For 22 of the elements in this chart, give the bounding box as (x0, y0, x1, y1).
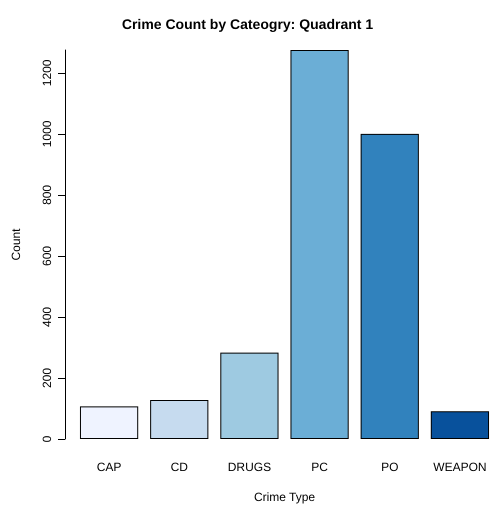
y-tick-label: 1200 (40, 59, 54, 86)
y-axis-title: Count (9, 228, 23, 261)
bar (290, 50, 349, 439)
bar (150, 400, 208, 439)
y-tick-label: 200 (40, 368, 54, 388)
y-tick-label: 1000 (40, 120, 54, 148)
bar (430, 411, 490, 439)
y-tick-label: 400 (40, 306, 54, 327)
x-tick-label: CAP (96, 460, 122, 474)
bar (220, 352, 279, 439)
x-tick-label: PC (311, 460, 328, 474)
y-tick-label: 0 (40, 435, 54, 442)
x-tick-label: CD (170, 460, 188, 474)
x-tick-label: PO (381, 460, 398, 474)
y-tick-label: 600 (40, 246, 54, 266)
x-tick-label: DRUGS (228, 460, 272, 474)
x-tick-label: WEAPON (433, 460, 487, 474)
bar (360, 134, 419, 439)
y-tick-label: 800 (40, 184, 54, 205)
x-axis-title: Crime Type (254, 490, 316, 504)
chart-title: Crime Count by Cateogry: Quadrant 1 (122, 16, 374, 32)
bar (80, 406, 138, 439)
